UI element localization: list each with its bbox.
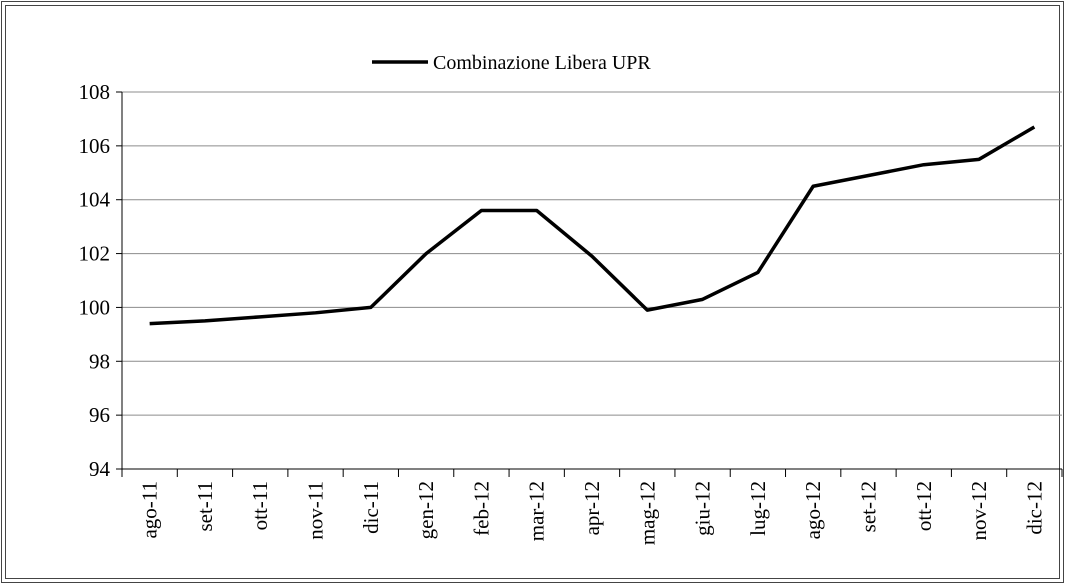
y-tick-label: 100 [79,295,111,319]
y-tick-label: 108 [79,80,111,104]
y-tick-label: 106 [79,134,111,158]
y-tick-label: 104 [79,188,111,212]
x-tick-label: dic-11 [359,481,383,534]
x-tick-label: nov-12 [967,481,991,541]
x-tick-label: mar-12 [525,481,549,541]
y-tick-label: 96 [89,403,110,427]
x-tick-label: ago-12 [801,481,825,539]
legend-label: Combinazione Libera UPR [433,52,651,74]
y-tick-label: 102 [79,242,111,266]
x-tick-label: nov-11 [304,481,328,540]
data-line [149,125,1036,326]
x-tick-label: giu-12 [691,481,715,536]
x-tick-label: set-11 [193,481,217,532]
x-tick-label: mag-12 [635,481,659,545]
x-tick-label: gen-12 [414,481,438,539]
x-tick-label: ott-11 [248,481,272,530]
y-tick-label: 98 [89,349,110,373]
x-tick-label: lug-12 [746,481,770,536]
x-tick-label: dic-12 [1022,481,1046,535]
x-tick-label: ott-12 [912,481,936,531]
x-tick-label: set-12 [856,481,880,532]
x-tick-label: apr-12 [580,481,604,535]
y-tick-label: 94 [89,457,111,481]
x-tick-label: ago-11 [138,481,162,539]
inner-border [5,5,1060,579]
x-tick-label: feb-12 [469,481,493,536]
